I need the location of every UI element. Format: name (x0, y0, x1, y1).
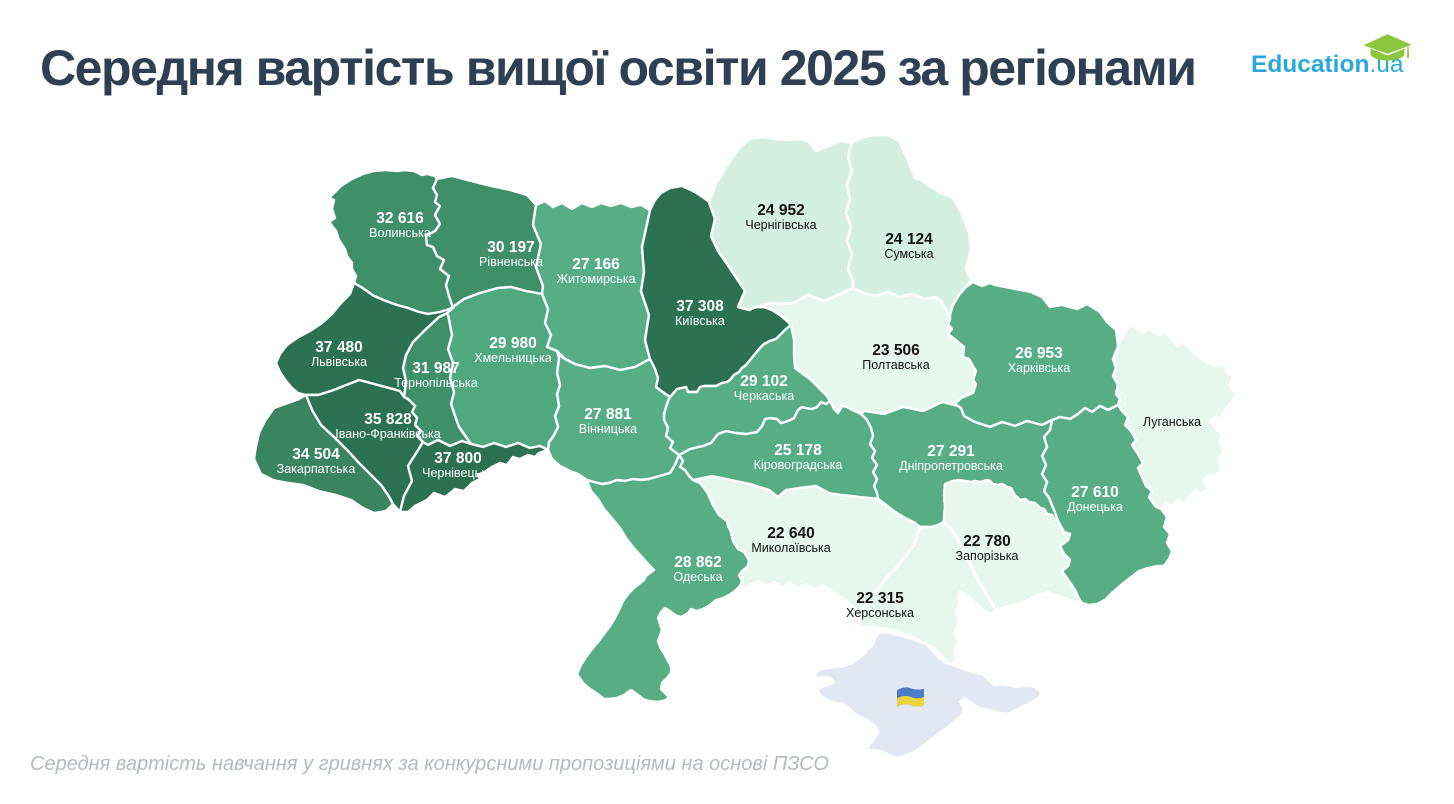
svg-text:37 800: 37 800 (434, 450, 481, 467)
svg-text:Миколаївська: Миколаївська (751, 541, 830, 555)
svg-text:35 828: 35 828 (364, 411, 412, 428)
svg-text:Івано-Франківська: Івано-Франківська (335, 427, 441, 441)
svg-text:25 178: 25 178 (774, 442, 822, 459)
svg-text:31 987: 31 987 (412, 360, 459, 377)
svg-text:Черкаська: Черкаська (734, 389, 794, 403)
svg-text:Львівська: Львівська (311, 355, 367, 369)
svg-text:Кіровоградська: Кіровоградська (754, 458, 843, 472)
svg-text:24 952: 24 952 (757, 202, 804, 219)
svg-text:22 780: 22 780 (963, 533, 1010, 550)
svg-text:27 291: 27 291 (927, 443, 975, 460)
svg-text:26 953: 26 953 (1015, 345, 1063, 362)
svg-text:Запорізька: Запорізька (956, 549, 1019, 563)
svg-text:Полтавська: Полтавська (862, 358, 929, 372)
svg-text:Чернігівська: Чернігівська (745, 218, 816, 232)
svg-text:Тернопільська: Тернопільська (394, 376, 478, 390)
svg-text:37 308: 37 308 (676, 298, 724, 315)
svg-text:Київська: Київська (675, 314, 725, 328)
svg-text:Житомирська: Житомирська (556, 272, 635, 286)
svg-text:27 166: 27 166 (572, 256, 620, 273)
svg-text:28 862: 28 862 (674, 554, 721, 571)
svg-text:Одеська: Одеська (673, 570, 722, 584)
svg-text:Донецька: Донецька (1067, 500, 1123, 514)
svg-text:27 881: 27 881 (584, 406, 632, 423)
svg-text:Луганська: Луганська (1143, 415, 1201, 429)
svg-text:Дніпропетровська: Дніпропетровська (899, 459, 1003, 473)
svg-text:29 102: 29 102 (740, 373, 787, 390)
svg-text:Вінницька: Вінницька (579, 422, 637, 436)
svg-text:37 480: 37 480 (315, 339, 362, 356)
svg-text:Хмельницька: Хмельницька (474, 351, 552, 365)
svg-text:30 197: 30 197 (487, 239, 534, 256)
svg-text:22 640: 22 640 (767, 525, 814, 542)
svg-text:23 506: 23 506 (872, 342, 920, 359)
svg-text:Рівненська: Рівненська (479, 255, 543, 269)
svg-text:Херсонська: Херсонська (846, 606, 914, 620)
svg-text:27 610: 27 610 (1071, 484, 1118, 501)
svg-text:Сумська: Сумська (884, 247, 933, 261)
svg-text:Чернівецька: Чернівецька (422, 466, 494, 480)
svg-text:29 980: 29 980 (489, 335, 536, 352)
svg-text:Закарпатська: Закарпатська (277, 462, 356, 476)
svg-text:32 616: 32 616 (376, 210, 424, 227)
svg-text:22 315: 22 315 (856, 590, 904, 607)
svg-text:Волинська: Волинська (369, 226, 431, 240)
svg-text:34 504: 34 504 (292, 446, 340, 463)
svg-text:Харківська: Харківська (1008, 361, 1070, 375)
svg-text:24 124: 24 124 (885, 231, 933, 248)
